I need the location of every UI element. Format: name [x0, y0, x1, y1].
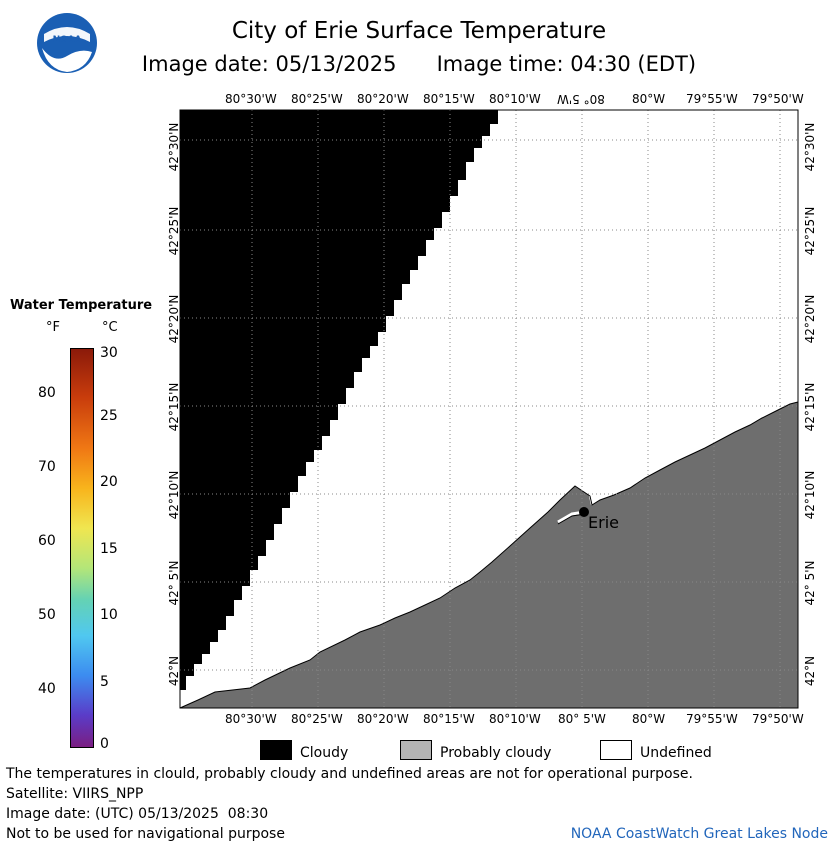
- image-datetime: Image date: 05/13/2025 Image time: 04:30…: [0, 52, 838, 76]
- lon-tick-top: 79°50'W: [752, 92, 804, 106]
- cloudy-region: [180, 110, 498, 690]
- image-time-label: Image time: 04:30 (EDT): [436, 52, 697, 76]
- f-tick: 70: [38, 459, 56, 475]
- lat-tick-left: 42° 5'N: [167, 560, 181, 606]
- image-date-label: Image date: 05/13/2025: [141, 52, 397, 76]
- legend-label-undefined: Undefined: [640, 745, 712, 761]
- legend-label-probably-cloudy: Probably cloudy: [440, 745, 552, 761]
- nav-warning-text: Not to be used for navigational purpose: [6, 826, 285, 842]
- c-tick: 10: [100, 607, 118, 623]
- lat-tick-left: 42°30'N: [167, 122, 181, 172]
- lat-tick-right: 42°30'N: [803, 122, 817, 172]
- utc-date-text: Image date: (UTC) 05/13/2025 08:30: [6, 806, 269, 822]
- c-tick: 5: [100, 674, 109, 690]
- lon-tick-top: 80°W: [632, 92, 666, 106]
- colorbar: [70, 348, 94, 748]
- lon-tick-top: 80°15'W: [423, 92, 475, 106]
- f-tick: 40: [38, 681, 56, 697]
- lat-tick-right: 42°10'N: [803, 470, 817, 520]
- lon-tick-bottom: 80°15'W: [423, 712, 475, 726]
- f-tick: 60: [38, 533, 56, 549]
- lat-tick-right: 42°15'N: [803, 382, 817, 432]
- f-tick: 50: [38, 607, 56, 623]
- graticule: [180, 110, 798, 708]
- map-frame: [179, 109, 799, 709]
- lon-tick-top: 80° 5'W: [557, 92, 605, 106]
- page-title: City of Erie Surface Temperature: [231, 18, 607, 44]
- legend-swatch-undefined: [600, 740, 632, 760]
- legend-swatch-cloudy: [260, 740, 292, 760]
- unit-celsius: °C: [102, 320, 118, 335]
- noaa-logo: NOAA: [36, 12, 98, 74]
- lon-tick-bottom: 80°10'W: [489, 712, 541, 726]
- lon-tick-bottom: 80° 5'W: [558, 712, 606, 726]
- lat-tick-left: 42°25'N: [167, 206, 181, 256]
- c-tick: 30: [100, 345, 118, 361]
- logo-text: NOAA: [53, 35, 82, 45]
- c-tick: 25: [100, 408, 118, 424]
- lon-tick-top: 80°20'W: [357, 92, 409, 106]
- lat-tick-left: 42°N: [167, 655, 181, 687]
- satellite-text: Satellite: VIIRS_NPP: [6, 786, 144, 802]
- disclaimer-text: The temperatures in clould, probably clo…: [6, 766, 693, 782]
- lat-tick-left: 42°10'N: [167, 470, 181, 520]
- credit-text: NOAA CoastWatch Great Lakes Node: [570, 826, 828, 842]
- c-tick: 20: [100, 474, 118, 490]
- lon-tick-top: 80°25'W: [291, 92, 343, 106]
- lat-tick-left: 42°20'N: [167, 294, 181, 344]
- lon-tick-bottom: 79°50'W: [752, 712, 804, 726]
- probably-cloudy-region: [180, 402, 798, 708]
- lon-tick-bottom: 80°25'W: [291, 712, 343, 726]
- coastline: [179, 398, 799, 708]
- lon-tick-bottom: 80°20'W: [357, 712, 409, 726]
- colorbar-title: Water Temperature: [10, 298, 153, 313]
- city-marker-erie: [579, 507, 589, 517]
- lat-tick-left: 42°15'N: [167, 382, 181, 432]
- city-label-erie: Erie: [588, 513, 619, 532]
- lon-tick-bottom: 79°55'W: [686, 712, 738, 726]
- lat-tick-right: 42°25'N: [803, 206, 817, 256]
- lat-tick-right: 42°N: [803, 655, 817, 687]
- c-tick: 0: [100, 736, 109, 752]
- lon-tick-bottom: 80°W: [632, 712, 666, 726]
- legend-label-cloudy: Cloudy: [300, 745, 349, 761]
- lon-tick-bottom: 80°30'W: [225, 712, 277, 726]
- lat-tick-right: 42° 5'N: [803, 560, 817, 606]
- lon-tick-top: 80°30'W: [225, 92, 277, 106]
- legend-swatch-probably-cloudy: [400, 740, 432, 760]
- lat-tick-right: 42°20'N: [803, 294, 817, 344]
- coastline-outline: [179, 401, 799, 709]
- f-tick: 80: [38, 385, 56, 401]
- lon-tick-top: 80°10'W: [489, 92, 541, 106]
- c-tick: 15: [100, 541, 118, 557]
- lon-tick-top: 79°55'W: [686, 92, 738, 106]
- unit-fahrenheit: °F: [46, 320, 60, 335]
